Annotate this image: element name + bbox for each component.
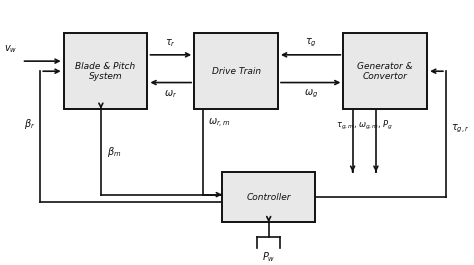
Text: Controller: Controller [246, 193, 291, 202]
Bar [343, 33, 427, 109]
Bar [194, 33, 278, 109]
Text: Blade & Pitch
System: Blade & Pitch System [75, 61, 136, 81]
Text: $\beta_m$: $\beta_m$ [107, 145, 121, 159]
Bar [64, 33, 147, 109]
Text: Generator &
Convertor: Generator & Convertor [357, 61, 413, 81]
Text: Drive Train: Drive Train [211, 67, 261, 76]
Text: $v_w$: $v_w$ [4, 43, 17, 55]
Text: $\omega_r$: $\omega_r$ [164, 88, 177, 100]
Text: $\beta_r$: $\beta_r$ [24, 117, 36, 131]
Bar [222, 172, 315, 222]
Text: $\tau_{g,r}$: $\tau_{g,r}$ [450, 123, 469, 135]
Text: $\omega_{r,m}$: $\omega_{r,m}$ [208, 117, 231, 130]
Text: $\omega_g$: $\omega_g$ [303, 88, 318, 100]
Text: $\tau_r$: $\tau_r$ [165, 37, 176, 48]
Text: $\tau_{g,m}, \omega_{g,m}, P_g$: $\tau_{g,m}, \omega_{g,m}, P_g$ [336, 119, 392, 132]
Text: $\tau_g$: $\tau_g$ [305, 36, 317, 48]
Text: $P_w$: $P_w$ [262, 250, 275, 264]
